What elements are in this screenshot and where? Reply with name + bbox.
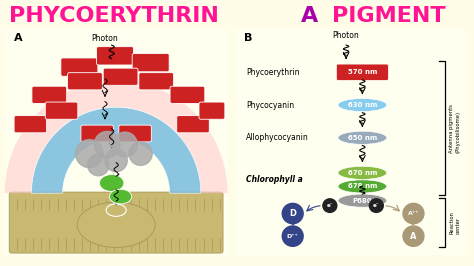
Text: PIGMENT: PIGMENT: [332, 6, 446, 26]
Ellipse shape: [338, 194, 387, 207]
FancyBboxPatch shape: [337, 64, 388, 80]
FancyBboxPatch shape: [199, 102, 225, 119]
Text: Phycocyanin: Phycocyanin: [246, 101, 294, 110]
FancyBboxPatch shape: [81, 125, 113, 142]
Circle shape: [369, 199, 383, 212]
Text: Photon: Photon: [91, 34, 118, 43]
Ellipse shape: [100, 174, 124, 192]
Text: Antenna pigments
(Phycobilisome): Antenna pigments (Phycobilisome): [449, 104, 460, 153]
Circle shape: [403, 226, 424, 246]
FancyBboxPatch shape: [9, 192, 223, 253]
Text: 630 nm: 630 nm: [348, 102, 377, 108]
FancyBboxPatch shape: [132, 53, 169, 72]
FancyBboxPatch shape: [32, 86, 67, 103]
Text: e⁻: e⁻: [327, 203, 333, 208]
Text: A: A: [14, 32, 22, 43]
Ellipse shape: [338, 166, 387, 179]
Ellipse shape: [109, 189, 132, 204]
FancyBboxPatch shape: [119, 125, 151, 142]
Text: Chlorophyll a: Chlorophyll a: [246, 175, 303, 184]
Circle shape: [75, 140, 103, 168]
Circle shape: [113, 132, 137, 157]
Text: Allophycocyanin: Allophycocyanin: [246, 133, 309, 142]
FancyBboxPatch shape: [61, 58, 98, 76]
Text: Reaction
center: Reaction center: [449, 211, 460, 234]
Circle shape: [282, 203, 303, 224]
Text: A⁺⁺: A⁺⁺: [408, 211, 419, 216]
FancyBboxPatch shape: [139, 73, 173, 90]
Text: B: B: [244, 32, 252, 43]
Ellipse shape: [77, 202, 155, 247]
FancyBboxPatch shape: [2, 28, 230, 257]
FancyBboxPatch shape: [14, 116, 46, 133]
Ellipse shape: [338, 131, 387, 144]
Text: P680: P680: [353, 198, 372, 204]
Text: 650 nm: 650 nm: [348, 135, 377, 141]
Circle shape: [105, 149, 127, 172]
FancyBboxPatch shape: [97, 47, 134, 65]
Text: Phycoerythrin: Phycoerythrin: [246, 68, 300, 77]
Text: 670 nm: 670 nm: [348, 170, 377, 176]
FancyBboxPatch shape: [170, 86, 205, 103]
Circle shape: [94, 131, 120, 158]
Circle shape: [129, 142, 152, 165]
Circle shape: [282, 226, 303, 246]
Circle shape: [403, 203, 424, 224]
FancyBboxPatch shape: [68, 73, 102, 90]
Polygon shape: [5, 80, 228, 193]
Text: Photon: Photon: [333, 31, 359, 40]
FancyBboxPatch shape: [177, 116, 209, 133]
Polygon shape: [31, 107, 201, 193]
Circle shape: [323, 199, 337, 212]
Text: 570 nm: 570 nm: [348, 69, 377, 75]
Text: e⁻: e⁻: [373, 203, 380, 208]
FancyBboxPatch shape: [232, 28, 468, 257]
FancyBboxPatch shape: [103, 68, 138, 85]
Text: 678 nm: 678 nm: [348, 183, 377, 189]
Circle shape: [88, 154, 109, 176]
FancyBboxPatch shape: [46, 102, 78, 119]
Text: PHYCOERYTHRIN: PHYCOERYTHRIN: [9, 6, 219, 26]
Ellipse shape: [338, 180, 387, 193]
Text: A: A: [301, 6, 318, 26]
Text: D: D: [289, 209, 296, 218]
Ellipse shape: [338, 98, 387, 111]
Text: A: A: [410, 232, 417, 241]
Text: D⁺⁺: D⁺⁺: [287, 234, 299, 239]
